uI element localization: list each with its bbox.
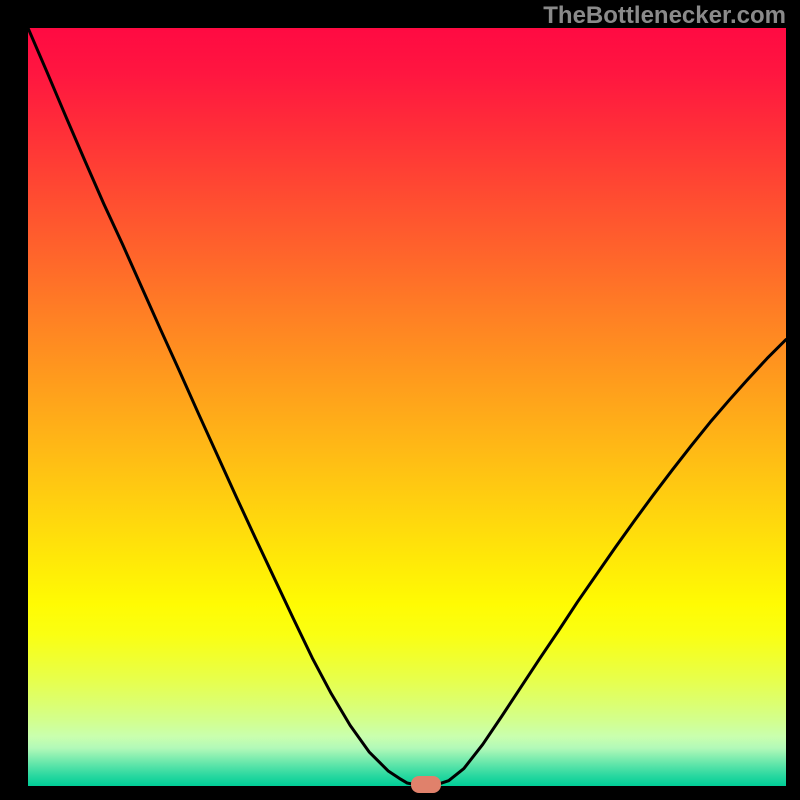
curve-polyline	[28, 28, 786, 786]
optimum-marker	[411, 776, 441, 793]
optimum-marker-shape	[411, 776, 441, 793]
bottleneck-curve	[28, 28, 786, 786]
plot-area	[28, 28, 786, 786]
watermark-text: TheBottlenecker.com	[543, 2, 786, 30]
chart-container: TheBottlenecker.com	[0, 0, 800, 800]
